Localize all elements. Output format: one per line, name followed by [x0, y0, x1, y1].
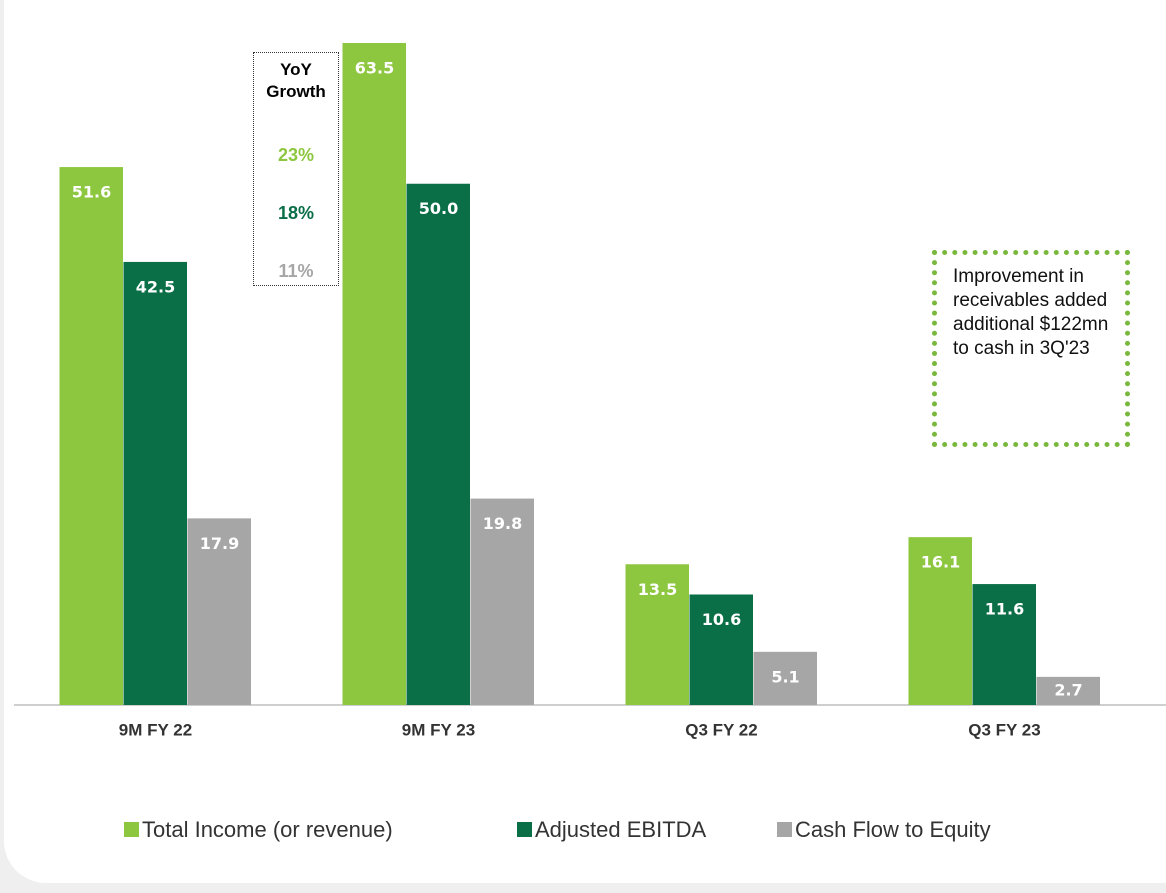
yoy-value: 23% — [277, 145, 315, 165]
yoy-title: YoY Growth — [266, 60, 326, 101]
bar — [470, 498, 534, 705]
bar — [625, 564, 689, 705]
legend-label: Total Income (or revenue) — [142, 817, 393, 842]
bar — [908, 537, 972, 705]
data-label: 13.5 — [638, 580, 677, 599]
bar — [972, 584, 1036, 705]
bar — [59, 167, 123, 706]
x-tick-label: Q3 FY 23 — [968, 720, 1040, 739]
legend-label: Cash Flow to Equity — [795, 817, 991, 842]
x-tick-label: 9M FY 23 — [402, 720, 475, 739]
annotation: Improvement in receivables added additio… — [932, 250, 1130, 447]
data-label: 16.1 — [921, 553, 960, 572]
data-label: 42.5 — [136, 277, 175, 296]
x-tick-label: 9M FY 22 — [119, 720, 192, 739]
bar — [123, 261, 187, 705]
yoy-box: YoY Growth 23% 18% 11% — [253, 52, 339, 286]
legend-swatch — [517, 822, 532, 837]
data-label: 10.6 — [702, 610, 741, 629]
data-label: 50.0 — [419, 199, 458, 218]
data-label: 17.9 — [200, 534, 239, 553]
bar — [406, 183, 470, 705]
data-label: 2.7 — [1054, 680, 1082, 699]
bar — [753, 651, 817, 705]
bar — [187, 518, 251, 705]
data-label: 19.8 — [483, 514, 522, 533]
data-label: 63.5 — [355, 59, 394, 78]
legend-swatch — [124, 822, 139, 837]
bar — [689, 594, 753, 705]
yoy-value: 11% — [278, 261, 314, 281]
data-label: 5.1 — [771, 667, 799, 686]
bar — [342, 43, 406, 705]
x-tick-label: Q3 FY 22 — [685, 720, 757, 739]
bar — [1036, 676, 1100, 705]
yoy-value: 18% — [277, 203, 315, 223]
legend-label: Adjusted EBITDA — [535, 817, 707, 842]
data-label: 51.6 — [72, 183, 111, 202]
data-label: 11.6 — [985, 600, 1024, 619]
legend-swatch — [777, 822, 792, 837]
card — [4, 0, 1166, 883]
